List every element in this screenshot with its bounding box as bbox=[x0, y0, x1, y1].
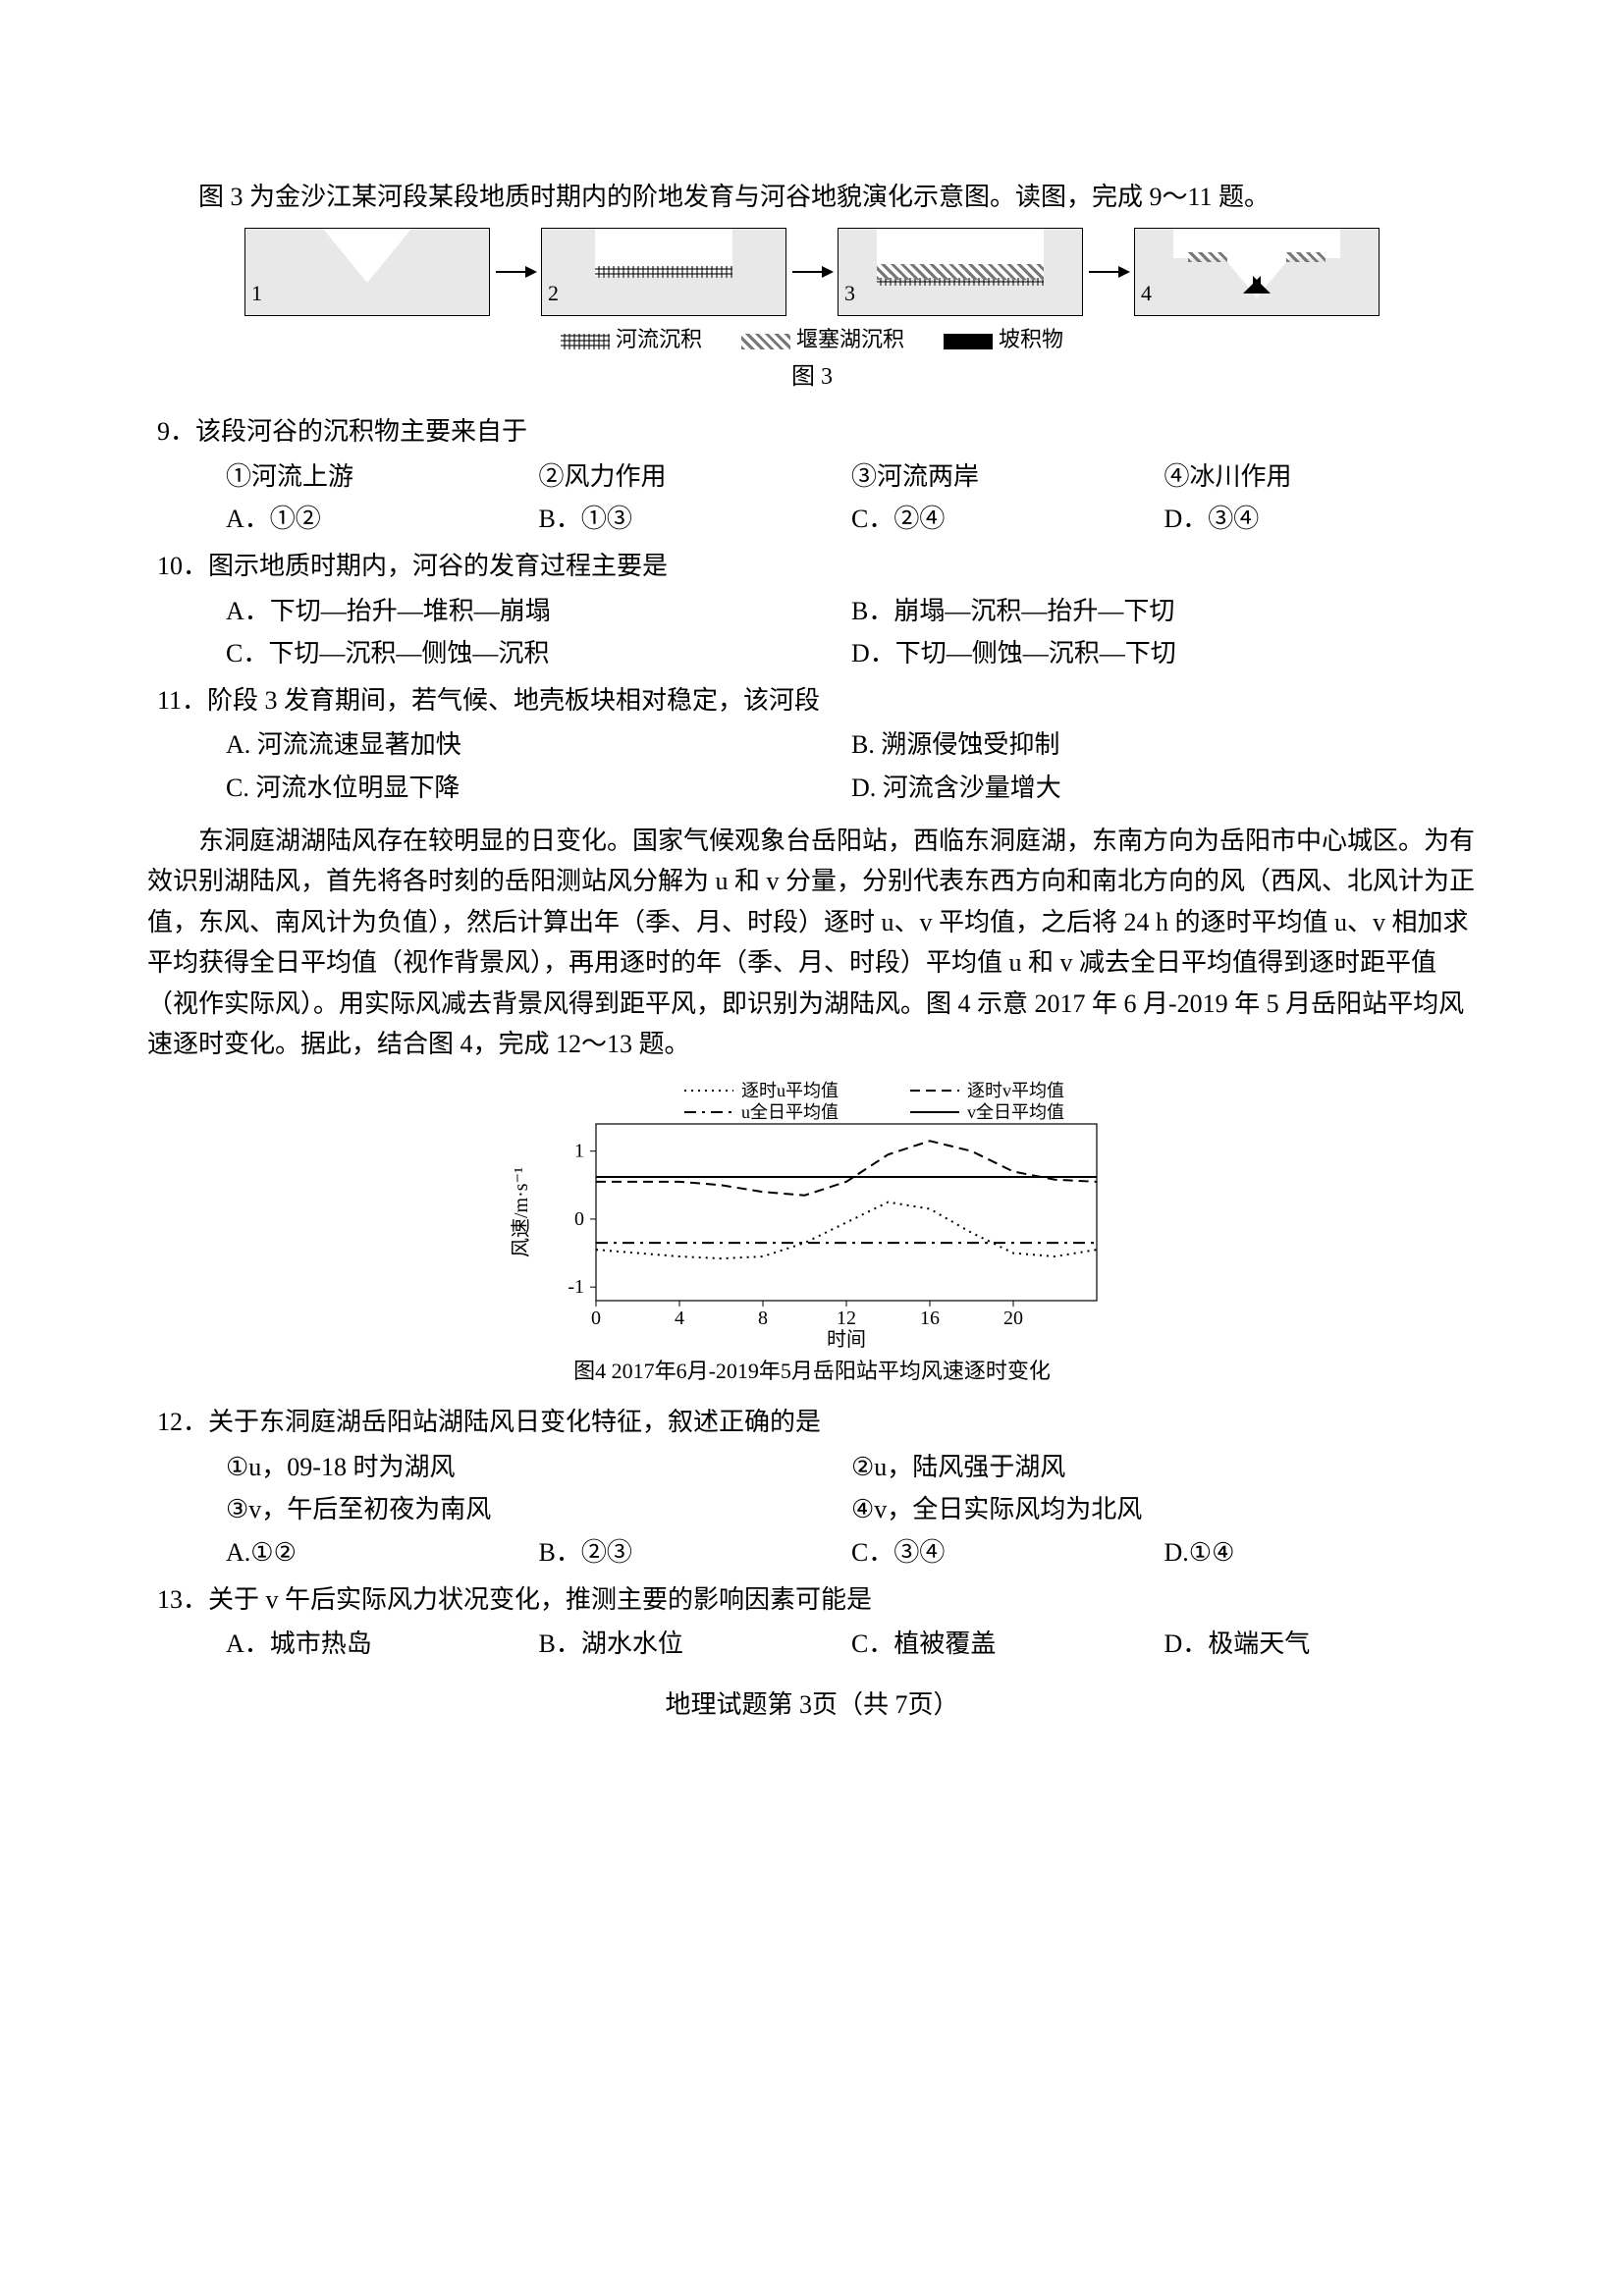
svg-text:8: 8 bbox=[758, 1308, 768, 1329]
opt: A．城市热岛 bbox=[226, 1624, 539, 1665]
q9-stem: 9．该段河谷的沉积物主要来自于 bbox=[147, 411, 1477, 453]
opt: C．②④ bbox=[851, 499, 1164, 540]
q12-statements: ③v，午后至初夜为南风 ④v，全日实际风均为北风 bbox=[147, 1489, 1477, 1530]
figure3-caption: 图 3 bbox=[147, 358, 1477, 396]
panel-2: 2 bbox=[541, 228, 786, 316]
opt: A. 河流流速显著加快 bbox=[226, 724, 851, 766]
opt: B．①③ bbox=[539, 499, 852, 540]
q10-options: C．下切—沉积—侧蚀—沉积 D．下切—侧蚀—沉积—下切 bbox=[147, 633, 1477, 674]
opt: C．下切—沉积—侧蚀—沉积 bbox=[226, 633, 851, 674]
stmt: ①u，09-18 时为湖风 bbox=[226, 1447, 851, 1488]
legend-label: 坡积物 bbox=[999, 327, 1063, 351]
svg-text:时间: 时间 bbox=[827, 1328, 866, 1350]
svg-text:12: 12 bbox=[837, 1308, 856, 1329]
opt: D．极端天气 bbox=[1164, 1624, 1478, 1665]
opt: C．植被覆盖 bbox=[851, 1624, 1164, 1665]
svg-text:20: 20 bbox=[1003, 1308, 1023, 1329]
stmt: ③v，午后至初夜为南风 bbox=[226, 1489, 851, 1530]
arrow-icon bbox=[1089, 271, 1128, 273]
opt: D．③④ bbox=[1164, 499, 1478, 540]
panel-num: 3 bbox=[844, 276, 855, 310]
stmt: ③河流两岸 bbox=[851, 456, 1164, 498]
q9-statements: ①河流上游 ②风力作用 ③河流两岸 ④冰川作用 bbox=[147, 456, 1477, 498]
legend-label: 堰塞湖沉积 bbox=[796, 327, 904, 351]
svg-text:逐时v平均值: 逐时v平均值 bbox=[967, 1081, 1064, 1100]
q12-stem: 12．关于东洞庭湖岳阳站湖陆风日变化特征，叙述正确的是 bbox=[147, 1402, 1477, 1443]
panel-1: 1 bbox=[244, 228, 490, 316]
panel-4: 4 bbox=[1134, 228, 1380, 316]
q9-options: A．①② B．①③ C．②④ D．③④ bbox=[147, 499, 1477, 540]
opt: A．①② bbox=[226, 499, 539, 540]
q12-statements: ①u，09-18 时为湖风 ②u，陆风强于湖风 bbox=[147, 1447, 1477, 1488]
figure3-panels: 1 2 3 4 bbox=[147, 228, 1477, 316]
opt: B．湖水水位 bbox=[539, 1624, 852, 1665]
arrow-icon bbox=[496, 271, 535, 273]
q13-stem: 13．关于 v 午后实际风力状况变化，推测主要的影响因素可能是 bbox=[147, 1579, 1477, 1621]
svg-text:风速/m·s⁻¹: 风速/m·s⁻¹ bbox=[510, 1167, 532, 1257]
svg-text:-1: -1 bbox=[568, 1276, 584, 1298]
svg-text:4: 4 bbox=[675, 1308, 684, 1329]
wind-chart-svg: -1 0 1 0 4 8 12 16 20 时间 风速/m·s⁻¹ 逐时u平均值 逐时v平均值 u全日平均… bbox=[508, 1075, 1116, 1350]
panel-num: 4 bbox=[1141, 276, 1152, 310]
opt: D.①④ bbox=[1164, 1532, 1478, 1574]
stmt: ①河流上游 bbox=[226, 456, 539, 498]
opt: B. 溯源侵蚀受抑制 bbox=[851, 724, 1477, 766]
panel-num: 2 bbox=[548, 276, 559, 310]
stmt: ④冰川作用 bbox=[1164, 456, 1478, 498]
opt: B．②③ bbox=[539, 1532, 852, 1574]
opt: A.①② bbox=[226, 1532, 539, 1574]
arrow-icon bbox=[792, 271, 832, 273]
svg-text:1: 1 bbox=[574, 1141, 584, 1162]
intro-fig3: 图 3 为金沙江某河段某段地质时期内的阶地发育与河谷地貌演化示意图。读图，完成 … bbox=[147, 177, 1477, 218]
q13-options: A．城市热岛 B．湖水水位 C．植被覆盖 D．极端天气 bbox=[147, 1624, 1477, 1665]
q11-options: A. 河流流速显著加快 B. 溯源侵蚀受抑制 bbox=[147, 724, 1477, 766]
svg-text:u全日平均值: u全日平均值 bbox=[741, 1102, 839, 1122]
svg-text:逐时u平均值: 逐时u平均值 bbox=[741, 1081, 839, 1100]
q12-options: A.①② B．②③ C．③④ D.①④ bbox=[147, 1532, 1477, 1574]
page-footer: 地理试题第 3页（共 7页） bbox=[147, 1684, 1477, 1726]
q11-options: C. 河流水位明显下降 D. 河流含沙量增大 bbox=[147, 768, 1477, 809]
stmt: ②风力作用 bbox=[539, 456, 852, 498]
figure4-caption: 图4 2017年6月-2019年5月岳阳站平均风速逐时变化 bbox=[147, 1354, 1477, 1388]
q10-stem: 10．图示地质时期内，河谷的发育过程主要是 bbox=[147, 546, 1477, 587]
opt: D. 河流含沙量增大 bbox=[851, 768, 1477, 809]
stmt: ④v，全日实际风均为北风 bbox=[851, 1489, 1477, 1530]
stmt: ②u，陆风强于湖风 bbox=[851, 1447, 1477, 1488]
figure4-chart: -1 0 1 0 4 8 12 16 20 时间 风速/m·s⁻¹ 逐时u平均值 逐时v平均值 u全日平均… bbox=[147, 1075, 1477, 1350]
svg-text:v全日平均值: v全日平均值 bbox=[967, 1102, 1064, 1122]
opt: C．③④ bbox=[851, 1532, 1164, 1574]
svg-text:0: 0 bbox=[591, 1308, 601, 1329]
opt: D．下切—侧蚀—沉积—下切 bbox=[851, 633, 1477, 674]
svg-text:0: 0 bbox=[574, 1208, 584, 1230]
panel-3: 3 bbox=[838, 228, 1083, 316]
panel-num: 1 bbox=[251, 276, 262, 310]
figure3-legend: 河流沉积 堰塞湖沉积 坡积物 bbox=[147, 322, 1477, 356]
opt: B．崩塌—沉积—抬升—下切 bbox=[851, 591, 1477, 632]
opt: A．下切—抬升—堆积—崩塌 bbox=[226, 591, 851, 632]
legend-label: 河流沉积 bbox=[616, 327, 702, 351]
opt: C. 河流水位明显下降 bbox=[226, 768, 851, 809]
passage-dongting: 东洞庭湖湖陆风存在较明显的日变化。国家气候观象台岳阳站，西临东洞庭湖，东南方向为… bbox=[147, 821, 1477, 1066]
svg-text:16: 16 bbox=[920, 1308, 940, 1329]
q11-stem: 11．阶段 3 发育期间，若气候、地壳板块相对稳定，该河段 bbox=[147, 680, 1477, 721]
q10-options: A．下切—抬升—堆积—崩塌 B．崩塌—沉积—抬升—下切 bbox=[147, 591, 1477, 632]
